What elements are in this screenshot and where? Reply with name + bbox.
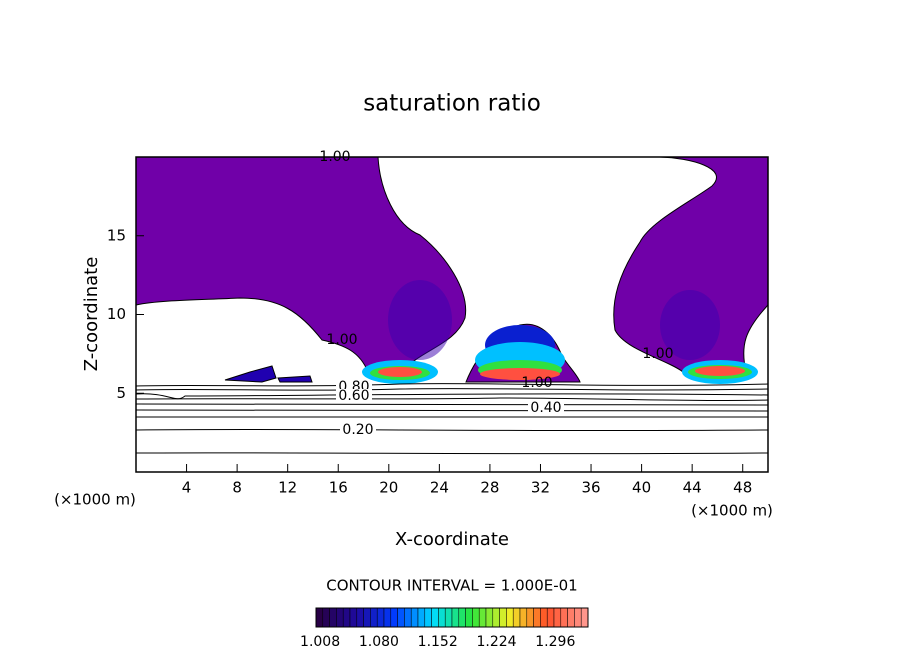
contour-label-bg bbox=[340, 423, 376, 437]
contour-label: 0.20 bbox=[342, 422, 373, 438]
chart-title: saturation ratio bbox=[363, 91, 541, 117]
colorbar-cell bbox=[492, 607, 500, 628]
contour-label-bg bbox=[528, 401, 564, 415]
colorbar-tick-label: 1.008 bbox=[300, 634, 340, 650]
colorbar-tick-label: 1.224 bbox=[476, 634, 516, 650]
contour-label: 1.00 bbox=[642, 346, 673, 362]
colorbar-cell bbox=[349, 607, 358, 628]
y-axis-label: Z-coordinate bbox=[81, 257, 102, 372]
colorbar-cell bbox=[404, 607, 412, 628]
field bbox=[135, 156, 769, 455]
colorbar-cell bbox=[370, 607, 378, 628]
colorbar-cell bbox=[356, 607, 364, 628]
y-tick-label: 5 bbox=[116, 384, 126, 402]
colorbar-frame bbox=[315, 607, 589, 628]
x-tick-label: 24 bbox=[430, 479, 449, 497]
colorbar-cell bbox=[499, 607, 507, 628]
colorbar-tick-label: 1.152 bbox=[418, 634, 458, 650]
colorbar-cell bbox=[444, 607, 453, 628]
colorbar-tick-label: 1.296 bbox=[535, 634, 575, 650]
y-tick-label: 10 bbox=[107, 305, 126, 323]
x-tick-label: 48 bbox=[733, 479, 752, 497]
colorbar-cell bbox=[438, 607, 446, 628]
contour-label: 0.60 bbox=[338, 388, 369, 404]
x-unit: (×1000 m) bbox=[54, 491, 136, 509]
colorbar-cell bbox=[451, 607, 460, 628]
colorbar-cell bbox=[574, 607, 582, 628]
colorbar-cell bbox=[567, 607, 575, 628]
x-tick-label: 36 bbox=[581, 479, 600, 497]
x-tick-label: 8 bbox=[232, 479, 242, 497]
x-axis-label: X-coordinate bbox=[395, 529, 509, 550]
colorbar-cell bbox=[363, 607, 371, 628]
colorbar-cell bbox=[526, 607, 534, 628]
colorbar-cell bbox=[376, 607, 385, 628]
contour-label: 1.00 bbox=[326, 332, 357, 348]
colorbar-cell bbox=[336, 607, 344, 628]
contour-label-bg bbox=[336, 389, 372, 403]
contour-interval: CONTOUR INTERVAL = 1.000E-01 bbox=[326, 577, 577, 595]
contour-label: 1.00 bbox=[319, 149, 350, 165]
colorbar-cell bbox=[553, 607, 562, 628]
contour-label: 0.40 bbox=[530, 400, 561, 416]
x-tick-label: 44 bbox=[683, 479, 702, 497]
colorbar-cell bbox=[478, 607, 487, 628]
colorbar-cell bbox=[342, 607, 351, 628]
colorbar-cell bbox=[540, 607, 548, 628]
colorbar-cell bbox=[533, 607, 541, 628]
colorbar-cell bbox=[383, 607, 392, 628]
colorbar-cell bbox=[506, 607, 514, 628]
x-tick-label: 28 bbox=[480, 479, 499, 497]
y-tick-label: 15 bbox=[107, 226, 126, 244]
x-tick-label: 20 bbox=[379, 479, 398, 497]
colorbar-cell bbox=[329, 607, 337, 628]
colorbar-cell bbox=[410, 607, 419, 628]
colorbar-cell bbox=[472, 607, 480, 628]
colorbar-cell bbox=[431, 607, 439, 628]
colorbar-cell bbox=[519, 607, 528, 628]
x-tick-label: 40 bbox=[632, 479, 651, 497]
x-tick-label: 16 bbox=[329, 479, 348, 497]
colorbar-cell bbox=[485, 607, 494, 628]
colorbar-cell bbox=[465, 607, 473, 628]
colorbar-cell bbox=[322, 607, 330, 628]
colorbar-cell bbox=[417, 607, 426, 628]
x-tick-label: 32 bbox=[531, 479, 550, 497]
colorbar-tick-label: 1.080 bbox=[359, 634, 399, 650]
colorbar-cell bbox=[424, 607, 432, 628]
colorbar-cell bbox=[315, 607, 324, 628]
contour-label: 1.00 bbox=[521, 375, 552, 391]
colorbar-cell bbox=[546, 607, 555, 628]
colorbar-cell bbox=[512, 607, 521, 628]
x-unit: (×1000 m) bbox=[691, 502, 773, 520]
x-tick-label: 4 bbox=[182, 479, 192, 497]
colorbar-cell bbox=[458, 607, 466, 628]
colorbar-cell bbox=[580, 607, 589, 628]
x-tick-label: 12 bbox=[278, 479, 297, 497]
colorbar-cell bbox=[560, 607, 568, 628]
colorbar-cell bbox=[397, 607, 405, 628]
colorbar-cell bbox=[390, 607, 398, 628]
